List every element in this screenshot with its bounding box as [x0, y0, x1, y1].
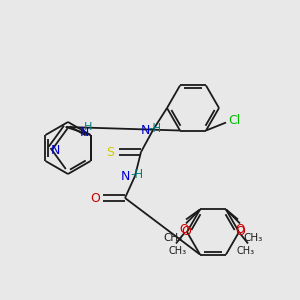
Text: O: O: [179, 223, 189, 236]
Text: CH₃: CH₃: [237, 247, 255, 256]
Text: S: S: [106, 146, 114, 158]
Text: O: O: [181, 225, 191, 238]
Text: Cl: Cl: [228, 114, 240, 127]
Text: CH₃: CH₃: [243, 233, 262, 244]
Text: O: O: [236, 223, 244, 236]
Text: O: O: [90, 191, 100, 205]
Text: CH₃: CH₃: [164, 233, 183, 244]
Text: N: N: [51, 145, 60, 158]
Text: CH₃: CH₃: [169, 247, 187, 256]
Text: N: N: [140, 124, 150, 137]
Text: H: H: [84, 122, 93, 132]
Text: O: O: [235, 225, 245, 238]
Text: N: N: [80, 127, 89, 140]
Text: -H: -H: [148, 122, 162, 134]
Text: N: N: [120, 170, 130, 184]
Text: -H: -H: [130, 167, 144, 181]
